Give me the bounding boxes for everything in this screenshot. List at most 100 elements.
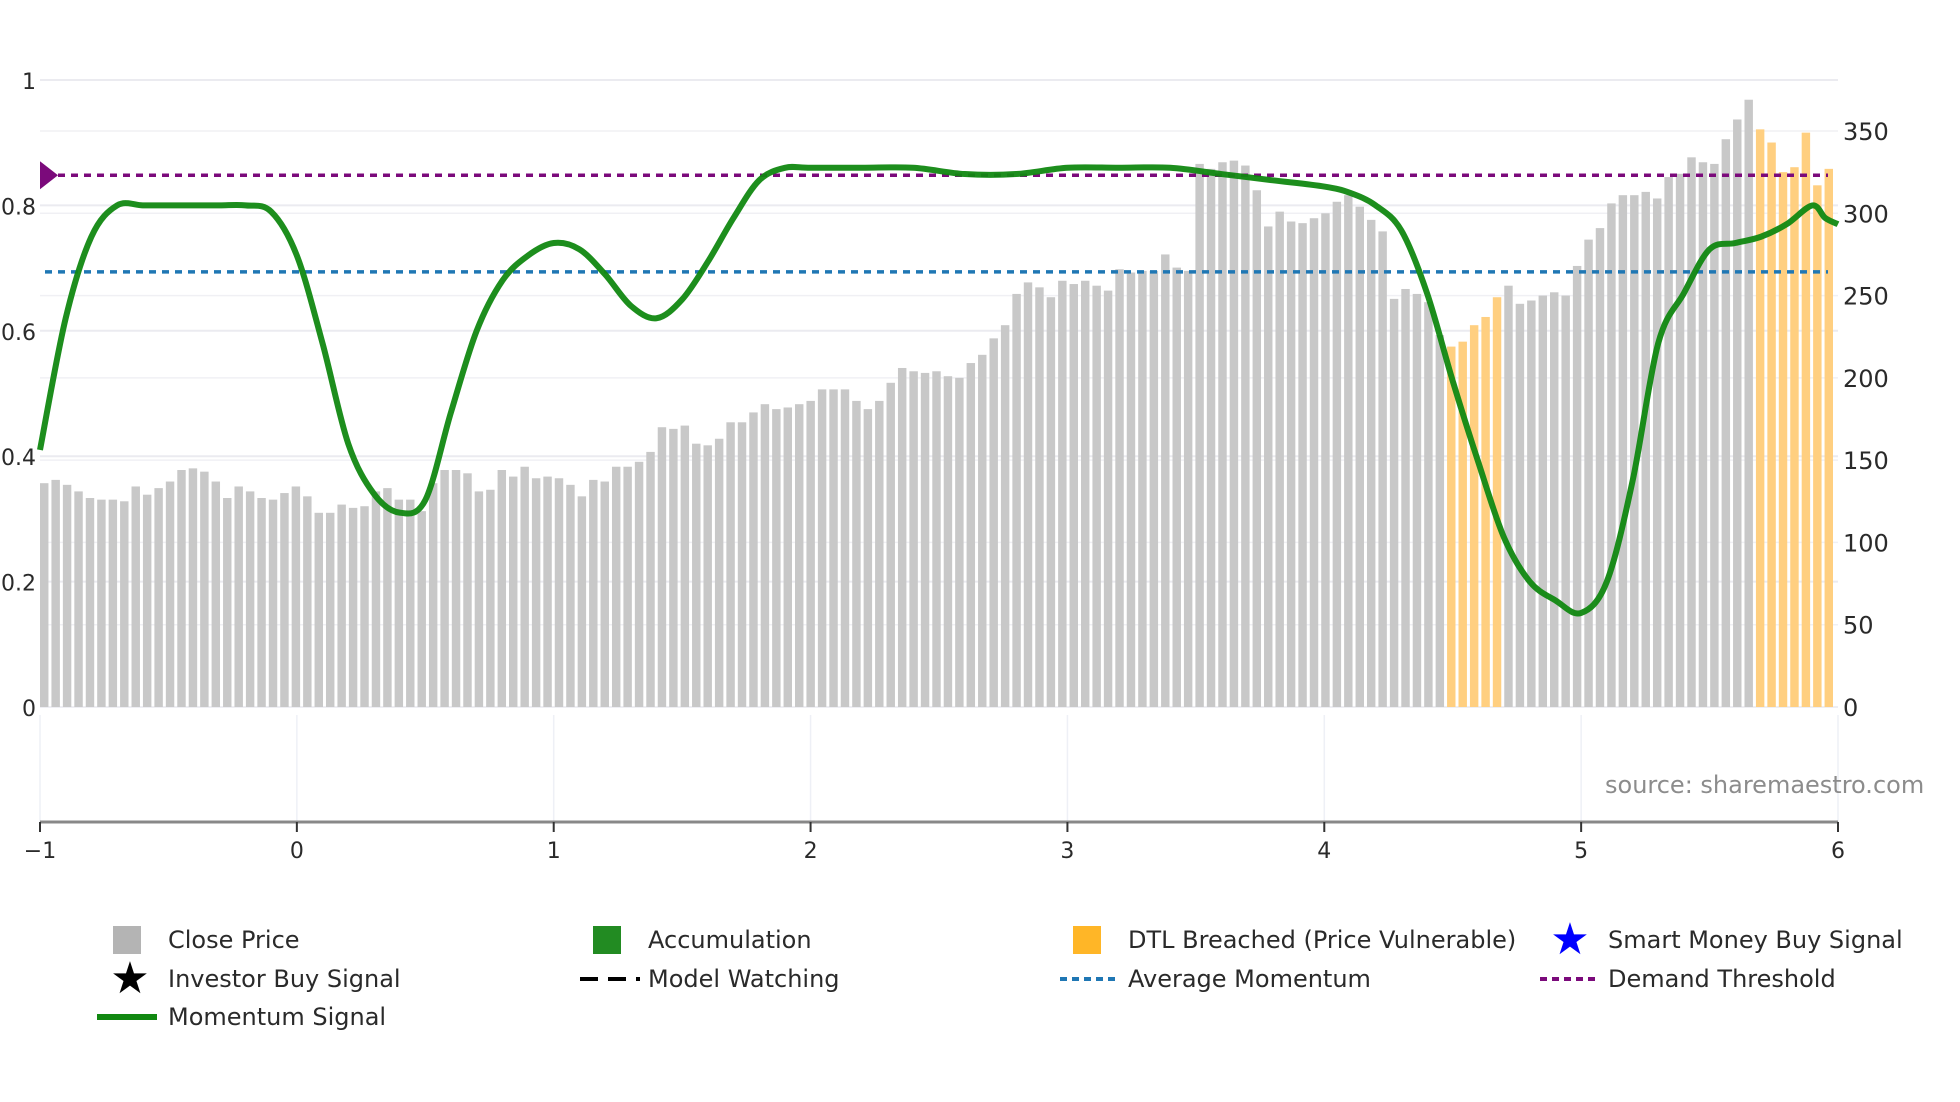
- close-price-bar: [989, 338, 998, 707]
- legend-investor-buy[interactable]: ★ Investor Buy Signal: [100, 957, 400, 1001]
- close-price-bar: [1515, 303, 1525, 707]
- close-price-bar: [97, 499, 106, 707]
- close-price-bar: [1698, 162, 1708, 708]
- momentum-signal-line: [37, 163, 1840, 617]
- close-price-bar: [589, 479, 598, 707]
- close-price-bar: [131, 486, 140, 707]
- close-price-bar: [1000, 325, 1010, 707]
- dtl-breached-bar: [1767, 142, 1776, 707]
- close-price-bar: [509, 476, 518, 707]
- close-price-bar: [1710, 163, 1719, 707]
- close-price-bar: [955, 377, 964, 707]
- close-price-bar: [383, 488, 392, 707]
- close-price-bar: [1687, 157, 1696, 707]
- y-right-tick-label: 0: [1843, 694, 1858, 722]
- solid-line-icon: [97, 1001, 160, 1033]
- x-tick-label: 2: [804, 839, 818, 864]
- close-price-bar: [394, 499, 404, 707]
- close-price-bar: [760, 404, 770, 707]
- close-price-bar: [1344, 195, 1353, 707]
- y-right-tick-label: 250: [1843, 283, 1889, 311]
- close-price-bar: [325, 512, 335, 707]
- close-price-bar: [1183, 270, 1193, 707]
- close-price-bar: [1664, 177, 1673, 707]
- close-price-bar: [474, 491, 484, 707]
- close-price-bar: [280, 493, 289, 707]
- dtl-breached-bar: [1813, 185, 1822, 707]
- legend-smart-money-buy[interactable]: ★ Smart Money Buy Signal: [1540, 914, 1902, 965]
- close-price-bar: [932, 371, 941, 707]
- close-price-bar: [1172, 267, 1181, 707]
- close-price-bar: [943, 376, 953, 707]
- close-price-bar: [1630, 195, 1639, 707]
- close-price-bar: [223, 497, 232, 707]
- close-price-bar: [211, 481, 221, 707]
- close-price-bar: [1115, 269, 1124, 707]
- close-price-bar: [486, 489, 495, 707]
- close-price-bar: [1550, 292, 1559, 707]
- close-price-bar: [257, 497, 266, 707]
- dtl-breached-bar: [1778, 172, 1788, 708]
- close-price-bar: [1309, 218, 1319, 708]
- close-price-bar: [314, 512, 323, 707]
- close-price-bar: [566, 484, 575, 707]
- close-price-bar: [772, 409, 781, 707]
- x-tick-label: 6: [1831, 839, 1845, 864]
- close-price-bar: [657, 427, 667, 707]
- close-price-bar: [337, 504, 346, 707]
- close-price-bar: [1126, 272, 1136, 707]
- close-price-bar: [1641, 191, 1650, 708]
- legend-dtl-breached[interactable]: DTL Breached (Price Vulnerable): [1060, 924, 1516, 956]
- close-price-bar: [577, 496, 587, 707]
- x-tick-label: 1: [547, 839, 561, 864]
- dtl-breached-bar: [1790, 167, 1799, 708]
- close-price-bar: [623, 466, 632, 707]
- close-price-bar: [348, 507, 358, 707]
- close-price-bar: [1572, 265, 1582, 707]
- close-price-bar: [600, 481, 609, 707]
- close-price-bar: [463, 473, 472, 707]
- close-price-bar: [1538, 295, 1548, 707]
- square-icon: [1060, 924, 1120, 956]
- close-price-bar: [1355, 206, 1364, 707]
- legend-average-momentum[interactable]: Average Momentum: [1060, 963, 1371, 995]
- close-price-bar: [543, 476, 552, 707]
- close-price-bar: [120, 501, 129, 707]
- close-price-bar: [1080, 280, 1090, 707]
- close-price-bar: [1744, 99, 1753, 707]
- close-price-bar: [1618, 195, 1628, 707]
- close-price-bar: [1401, 288, 1410, 707]
- dtl-breached-bar: [1481, 316, 1490, 707]
- dtl-breached-bar: [1469, 325, 1479, 707]
- close-price-bar: [669, 428, 678, 707]
- close-price-bar: [74, 491, 83, 707]
- close-price-bar: [451, 470, 461, 707]
- demand-threshold-marker-icon: [40, 161, 58, 190]
- close-price-bar: [1103, 290, 1113, 707]
- close-price-bar: [200, 471, 209, 707]
- close-price-bar: [497, 470, 507, 707]
- x-tick-label: 4: [1317, 839, 1331, 864]
- legend-demand-threshold[interactable]: Demand Threshold: [1540, 963, 1836, 995]
- close-price-bar: [829, 389, 838, 707]
- close-price-bar: [1149, 270, 1159, 707]
- close-price-bar: [291, 486, 301, 707]
- close-price-bar: [165, 481, 175, 707]
- close-price-bar: [371, 491, 381, 707]
- close-price-bar: [1561, 295, 1570, 707]
- star-icon: ★: [1550, 914, 1590, 965]
- close-price-bars: [40, 99, 1833, 708]
- close-price-bar: [795, 404, 804, 707]
- close-price-bar: [966, 363, 976, 707]
- close-price-bar: [1504, 285, 1513, 707]
- legend-close-price[interactable]: Close Price: [100, 924, 300, 956]
- legend-model-watching[interactable]: Model Watching: [580, 963, 840, 995]
- x-tick-label: 5: [1574, 839, 1588, 864]
- legend-momentum-signal[interactable]: Momentum Signal: [97, 1001, 386, 1033]
- close-price-bar: [920, 372, 930, 707]
- close-price-bar: [1378, 231, 1387, 708]
- close-price-bar: [1424, 302, 1433, 707]
- legend-accumulation[interactable]: Accumulation: [580, 924, 812, 956]
- close-price-bar: [1035, 287, 1044, 707]
- square-icon: [580, 924, 640, 956]
